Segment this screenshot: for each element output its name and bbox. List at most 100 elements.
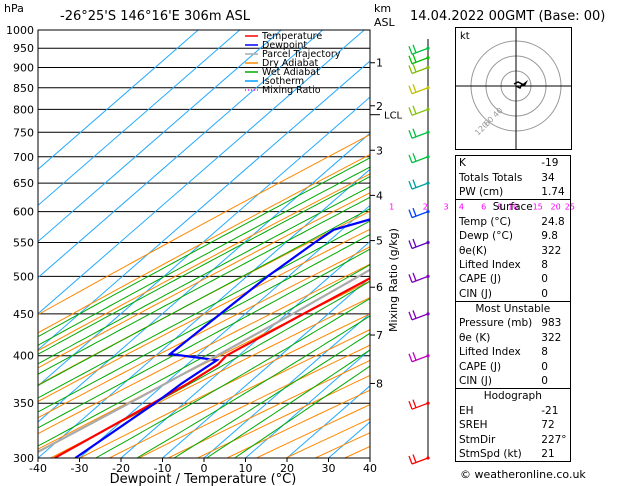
isotherm xyxy=(38,30,365,315)
dry-adiabat xyxy=(38,280,370,450)
wet-adiabat xyxy=(38,157,370,338)
pressure-tick-label: 650 xyxy=(13,177,34,190)
isotherm xyxy=(286,385,370,458)
lcl-label: LCL xyxy=(384,111,403,122)
hodograph-unit: kt xyxy=(460,31,470,42)
hodo-title: Hodograph xyxy=(455,388,571,404)
isotherm xyxy=(245,349,370,458)
mu-theta-label: θe (K) xyxy=(459,331,491,344)
dry-adiabat xyxy=(38,173,370,352)
x-tick-label: 20 xyxy=(280,462,294,475)
isotherm xyxy=(38,30,241,207)
wind-barb-feather xyxy=(408,130,413,139)
wind-dot xyxy=(426,274,430,279)
wind-barb-feather xyxy=(408,55,413,64)
pressure-tick-label: 750 xyxy=(13,126,34,139)
pressure-tick-label: 350 xyxy=(13,397,34,410)
wind-dot xyxy=(426,155,430,159)
km-tick-label: 3 xyxy=(376,144,383,157)
wet-adiabat xyxy=(38,264,370,447)
x-tick-label: 40 xyxy=(363,462,377,475)
wind-barb-feather xyxy=(408,154,413,164)
wind-barb-feather xyxy=(408,400,413,410)
wind-barb xyxy=(411,108,429,116)
wind-dot xyxy=(426,354,430,358)
stmspd-label: StmSpd (kt) xyxy=(459,448,522,460)
pressure-tick-label: 600 xyxy=(13,206,34,219)
s-cin-value: 0 xyxy=(541,287,548,300)
wind-barb-feather xyxy=(412,310,417,319)
mu-title: Most Unstable xyxy=(455,300,571,317)
legend-label: Temperature xyxy=(261,31,322,42)
km-tick-label: 6 xyxy=(376,281,383,294)
wind-barb-feather xyxy=(408,65,413,74)
wind-barb xyxy=(411,402,429,410)
wind-barb-feather xyxy=(408,107,413,116)
wind-barb-feather xyxy=(408,311,413,321)
isotherm xyxy=(38,30,282,243)
pw-label: PW (cm) xyxy=(459,185,504,198)
pressure-tick-label: 450 xyxy=(13,308,34,321)
s-temp-value: 24.8 xyxy=(541,215,565,228)
pw-value: 1.74 xyxy=(541,185,565,198)
s-cin-label: CIN (J) xyxy=(459,287,492,300)
wind-barb-feather xyxy=(412,454,417,463)
mixing-ratio-line xyxy=(570,30,629,212)
sreh-value: 72 xyxy=(541,419,555,432)
km-tick-label: 4 xyxy=(376,189,383,202)
dry-adiabat xyxy=(79,313,370,458)
dry-adiabat xyxy=(109,329,370,458)
wind-barb-feather xyxy=(412,84,417,93)
wind-barb-feather xyxy=(408,180,413,190)
wind-barb xyxy=(411,131,429,139)
wind-barbs xyxy=(408,39,430,465)
wind-dot xyxy=(426,86,430,90)
wind-dot xyxy=(426,401,430,405)
dry-adiabat xyxy=(50,297,370,458)
wind-dot xyxy=(426,209,430,214)
wet-adiabat xyxy=(38,233,370,413)
legend-label: Wet Adiabat xyxy=(262,67,320,78)
pressure-tick-label: 900 xyxy=(13,61,34,74)
wind-barb-feather xyxy=(408,353,413,362)
wind-barb xyxy=(411,57,429,65)
datetime-title: 14.04.2022 00GMT (Base: 00) xyxy=(410,9,605,24)
k-value: -19 xyxy=(541,157,559,170)
legend-label: Parcel Trajectory xyxy=(262,49,341,60)
location-title: -26°25'S 146°16'E 306m ASL xyxy=(60,9,251,24)
km-unit: km xyxy=(374,2,391,15)
background-lines xyxy=(38,30,629,458)
wind-barb-feather xyxy=(412,44,417,53)
wind-dot xyxy=(426,107,430,111)
s-cape-value: 0 xyxy=(541,273,548,286)
isotherm xyxy=(162,276,370,458)
s-theta-label: θe(K) xyxy=(459,244,487,257)
dry-adiabat xyxy=(38,228,370,403)
sreh-label: SREH xyxy=(459,419,488,432)
wind-barb-feather xyxy=(412,207,417,217)
s-dewp-value: 9.8 xyxy=(541,230,558,243)
legend-label: Dewpoint xyxy=(262,40,307,51)
pressure-tick-label: 550 xyxy=(13,237,34,250)
s-theta-value: 322 xyxy=(541,244,562,257)
wind-barb-feather xyxy=(412,128,417,137)
mixing-ratio-axis-label: Mixing Ratio (g/kg) xyxy=(387,228,400,332)
s-li-label: Lifted Index xyxy=(459,258,521,271)
stmspd-value: 21 xyxy=(541,448,555,460)
isotherm xyxy=(120,240,370,458)
sounding-parcel-trajectory xyxy=(38,268,370,454)
s-temp-label: Temp (°C) xyxy=(459,215,512,228)
isotherm xyxy=(38,60,370,351)
wind-barb xyxy=(411,457,429,465)
wind-barb xyxy=(411,87,429,95)
pressure-tick-label: 800 xyxy=(13,103,34,116)
mixing-ratio-label: 2 xyxy=(423,203,428,212)
wet-adiabat xyxy=(38,196,370,375)
wind-barb-feather xyxy=(408,209,413,218)
eh-label: EH xyxy=(459,404,474,417)
x-tick-label: 30 xyxy=(322,462,336,475)
wind-barb-feather xyxy=(412,352,417,361)
wind-dot xyxy=(426,130,430,134)
